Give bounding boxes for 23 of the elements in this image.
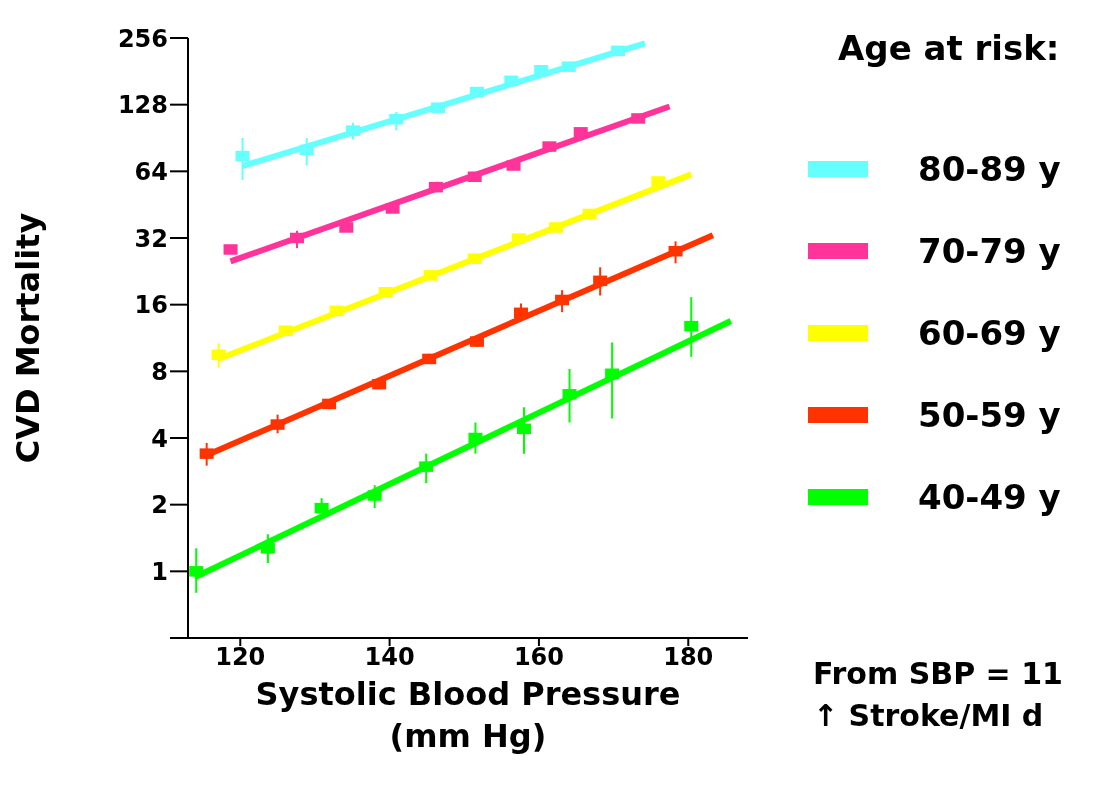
x-tick-label: 120 (215, 643, 266, 672)
y-tick-label: 16 (134, 291, 168, 320)
y-axis-title: CVD Mortality (9, 212, 48, 464)
y-tick-label: 32 (134, 224, 168, 253)
x-axis-title: Systolic Blood Pressure (mm Hg) (254, 674, 682, 757)
y-tick-label: 8 (151, 357, 168, 386)
y-tick-label: 256 (117, 24, 168, 53)
y-tick-label: 128 (117, 91, 168, 120)
y-tick-label: 64 (134, 157, 168, 186)
legend-title: Age at risk: (838, 28, 1061, 68)
y-tick-label: 1 (151, 557, 168, 586)
y-tick-label: 2 (151, 491, 168, 520)
text: From SBP = 11 (813, 656, 1063, 691)
y-tick-label: 4 (151, 424, 168, 453)
legend-label: 60-69 y (918, 313, 1061, 353)
legend-label: 50-59 y (918, 395, 1061, 435)
x-tick-label: 160 (513, 643, 564, 672)
x-tick-label: 180 (663, 643, 714, 672)
text: ↑ Stroke/MI d (813, 698, 1044, 733)
legend-label: 40-49 y (918, 477, 1061, 517)
legend-label: 70-79 y (918, 231, 1061, 271)
x-tick-label: 140 (364, 643, 415, 672)
legend-label: 80-89 y (918, 149, 1061, 189)
